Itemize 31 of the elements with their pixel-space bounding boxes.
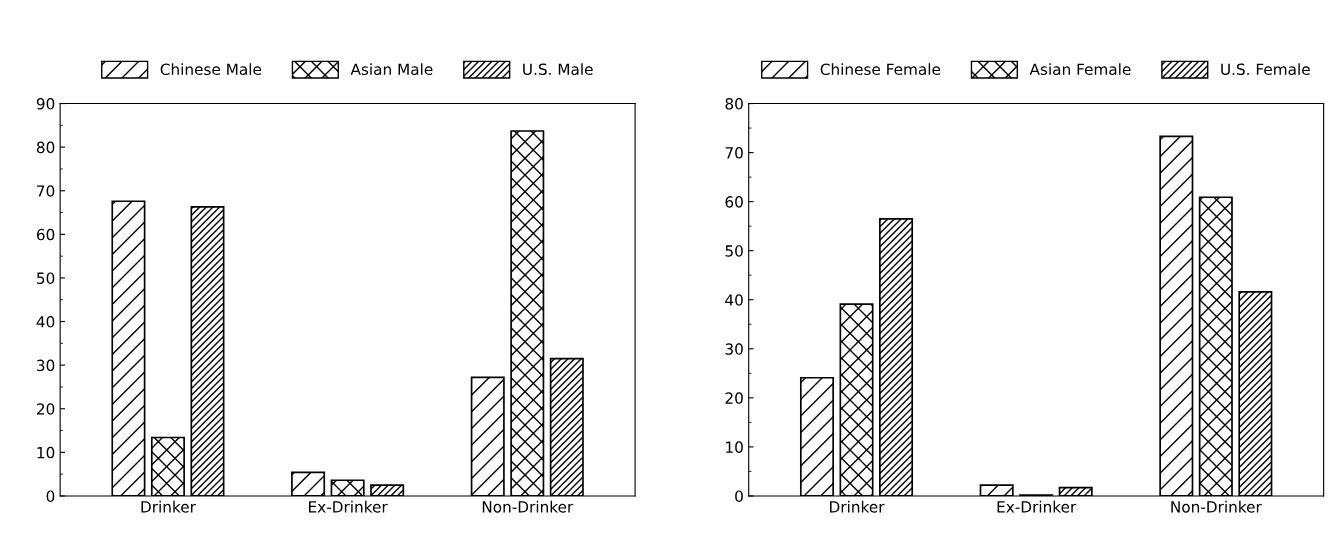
y-tick-label: 0 bbox=[735, 490, 743, 502]
x-tick-label: Non-Drinker bbox=[1171, 500, 1262, 513]
legend-label: Asian Male bbox=[350, 63, 433, 76]
y-tick-label: 50 bbox=[725, 245, 743, 257]
y-tick-label: 50 bbox=[37, 272, 55, 284]
y-tick-label: 10 bbox=[37, 446, 55, 459]
legend-label: U.S. Female bbox=[1221, 63, 1310, 76]
x-tick-label: Ex-Drinker bbox=[309, 500, 388, 513]
x-tick-label: Ex-Drinker bbox=[997, 500, 1077, 513]
y-tick-label: 80 bbox=[36, 141, 55, 154]
y-tick-label: 20 bbox=[725, 392, 743, 404]
y-tick-label: 0 bbox=[46, 490, 55, 502]
y-tick-label: 30 bbox=[37, 359, 55, 372]
legend-label: U.S. Male bbox=[523, 63, 593, 76]
y-tick-label: 70 bbox=[37, 185, 55, 197]
y-tick-label: 10 bbox=[726, 441, 743, 453]
legend-label: Chinese Male bbox=[160, 63, 262, 76]
y-tick-label: 90 bbox=[36, 98, 55, 110]
x-tick-label: Non-Drinker bbox=[482, 500, 574, 513]
y-tick-label: 80 bbox=[725, 98, 743, 110]
x-tick-label: Drinker bbox=[141, 500, 196, 513]
x-tick-label: Drinker bbox=[830, 500, 885, 513]
y-tick-label: 20 bbox=[36, 403, 55, 415]
y-tick-label: 60 bbox=[725, 196, 743, 208]
legend-label: Asian Female bbox=[1029, 63, 1131, 76]
y-tick-label: 30 bbox=[725, 343, 743, 355]
y-tick-label: 40 bbox=[36, 316, 55, 328]
y-tick-label: 70 bbox=[725, 147, 743, 159]
y-tick-label: 60 bbox=[36, 228, 55, 241]
y-tick-label: 40 bbox=[725, 294, 743, 306]
legend-label: Chinese Female bbox=[820, 63, 941, 76]
